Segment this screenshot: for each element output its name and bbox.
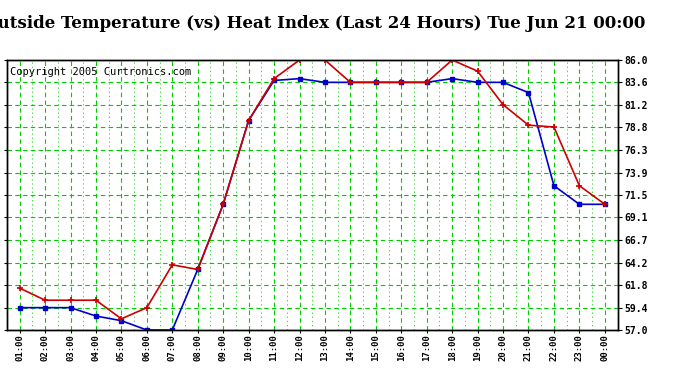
Text: Outside Temperature (vs) Heat Index (Last 24 Hours) Tue Jun 21 00:00: Outside Temperature (vs) Heat Index (Las… <box>0 15 645 32</box>
Text: Copyright 2005 Curtronics.com: Copyright 2005 Curtronics.com <box>10 67 191 77</box>
